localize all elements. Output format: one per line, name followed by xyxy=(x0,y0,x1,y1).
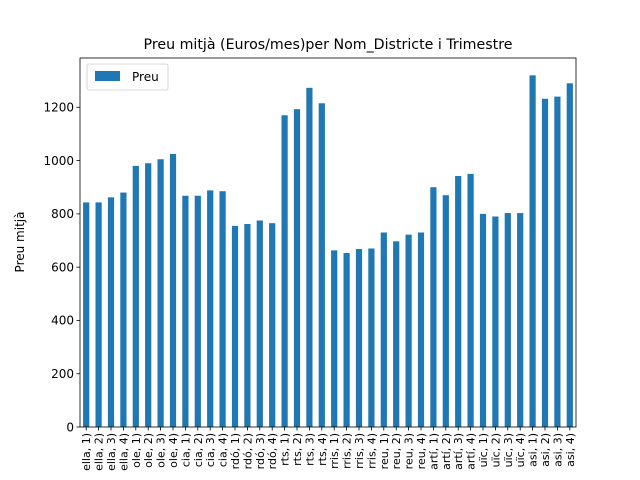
x-tick-label: uïc, 4) xyxy=(514,433,527,467)
bar xyxy=(169,153,177,427)
bar xyxy=(355,249,363,427)
x-tick-label: rts, 3) xyxy=(303,433,316,466)
bar xyxy=(107,197,115,427)
legend-box xyxy=(86,63,169,91)
bar xyxy=(95,202,102,427)
x-tick-label: ole, 3) xyxy=(155,433,168,468)
x-tick-label: rris, 2) xyxy=(341,433,354,469)
bar xyxy=(331,250,338,427)
bar xyxy=(256,220,263,427)
y-axis-ticks: 0 200 400 600 800 1000 1200 xyxy=(43,101,80,434)
x-tick-label: artí, 3) xyxy=(452,433,465,470)
bar xyxy=(455,176,462,427)
bar xyxy=(306,87,313,427)
bar xyxy=(405,234,412,427)
bar xyxy=(194,195,201,427)
x-tick-label: reu, 2) xyxy=(390,433,403,469)
bar xyxy=(467,173,474,427)
y-tick-label: 200 xyxy=(51,367,74,381)
x-tick-label: reu, 4) xyxy=(415,433,428,469)
bar xyxy=(269,223,276,427)
bar xyxy=(318,103,325,427)
x-tick-label: ella, 4) xyxy=(117,433,130,471)
bar xyxy=(83,202,90,427)
x-tick-label: ella, 1) xyxy=(80,433,93,471)
x-tick-label: cia, 2) xyxy=(192,433,205,467)
bar xyxy=(504,213,511,427)
bar xyxy=(368,248,375,427)
plot-frame xyxy=(79,57,577,428)
x-tick-label: asi, 1) xyxy=(527,433,540,467)
x-tick-label: rdó, 4) xyxy=(266,433,279,469)
bar xyxy=(244,223,251,427)
bar xyxy=(529,75,536,427)
x-tick-label: uïc, 1) xyxy=(477,433,490,467)
bar xyxy=(417,232,425,427)
bar xyxy=(517,213,524,427)
legend: Preu xyxy=(86,63,169,91)
x-tick-label: reu, 3) xyxy=(403,433,416,469)
x-tick-label: uïc, 3) xyxy=(502,433,515,467)
bar xyxy=(157,159,164,428)
x-tick-label: cia, 3) xyxy=(204,433,217,467)
bar xyxy=(145,163,152,428)
bar xyxy=(479,213,487,427)
bar xyxy=(293,109,301,428)
x-tick-label: rris, 1) xyxy=(328,433,341,469)
x-tick-label: artí, 4) xyxy=(465,433,478,470)
y-tick-label: 0 xyxy=(66,420,74,434)
bar xyxy=(393,241,400,427)
y-axis-label: Preu mitjà xyxy=(13,212,27,273)
x-tick-label: ole, 4) xyxy=(167,433,180,468)
bar xyxy=(219,191,226,427)
x-tick-label: ella, 2) xyxy=(93,433,106,471)
chart-title: Preu mitjà (Euros/mes)per Nom_Districte … xyxy=(144,37,513,53)
legend-label: Preu xyxy=(132,70,159,84)
x-tick-label: asi, 3) xyxy=(551,433,564,467)
bar xyxy=(380,232,387,427)
bar xyxy=(554,96,561,427)
x-tick-label: ole, 2) xyxy=(142,433,155,468)
x-tick-label: artí, 2) xyxy=(440,433,453,470)
bar xyxy=(132,165,139,427)
bar xyxy=(281,115,288,427)
x-tick-label: artí, 1) xyxy=(427,433,440,470)
x-tick-label: rts, 4) xyxy=(316,433,329,466)
x-tick-label: rris, 4) xyxy=(365,433,378,469)
bar xyxy=(442,195,449,427)
bar xyxy=(182,195,189,427)
x-tick-label: reu, 1) xyxy=(378,433,391,469)
y-tick-label: 1200 xyxy=(43,101,74,115)
bar xyxy=(566,83,573,427)
bar xyxy=(430,187,437,427)
x-tick-label: asi, 2) xyxy=(539,433,552,467)
x-tick-label: cia, 4) xyxy=(217,433,230,467)
bar xyxy=(492,216,499,427)
x-tick-label: cia, 1) xyxy=(179,433,192,467)
x-tick-label: ella, 3) xyxy=(105,433,118,471)
x-axis-ticks: ella, 1) ella, 2) ella, 3) ella, 4) ole, 1) o… xyxy=(80,427,577,471)
bar xyxy=(541,98,549,427)
y-tick-label: 800 xyxy=(51,207,74,221)
legend-swatch xyxy=(95,71,120,81)
bar xyxy=(207,190,214,427)
x-tick-label: ole, 1) xyxy=(130,433,143,468)
x-tick-label: rdó, 1) xyxy=(229,433,242,469)
x-tick-label: rts, 1) xyxy=(279,433,292,466)
y-tick-label: 1000 xyxy=(43,154,74,168)
y-tick-label: 400 xyxy=(51,314,74,328)
x-tick-label: asi, 4) xyxy=(564,433,577,467)
bar xyxy=(343,253,350,427)
y-tick-label: 600 xyxy=(51,260,74,274)
bar xyxy=(231,225,239,427)
x-tick-label: rdó, 3) xyxy=(254,433,267,469)
x-tick-label: rts, 2) xyxy=(291,433,304,466)
bars-group xyxy=(83,75,573,428)
x-tick-label: rdó, 2) xyxy=(241,433,254,469)
x-tick-label: uïc, 2) xyxy=(489,433,502,467)
x-tick-label: rris, 3) xyxy=(353,433,366,469)
bar xyxy=(120,192,127,427)
